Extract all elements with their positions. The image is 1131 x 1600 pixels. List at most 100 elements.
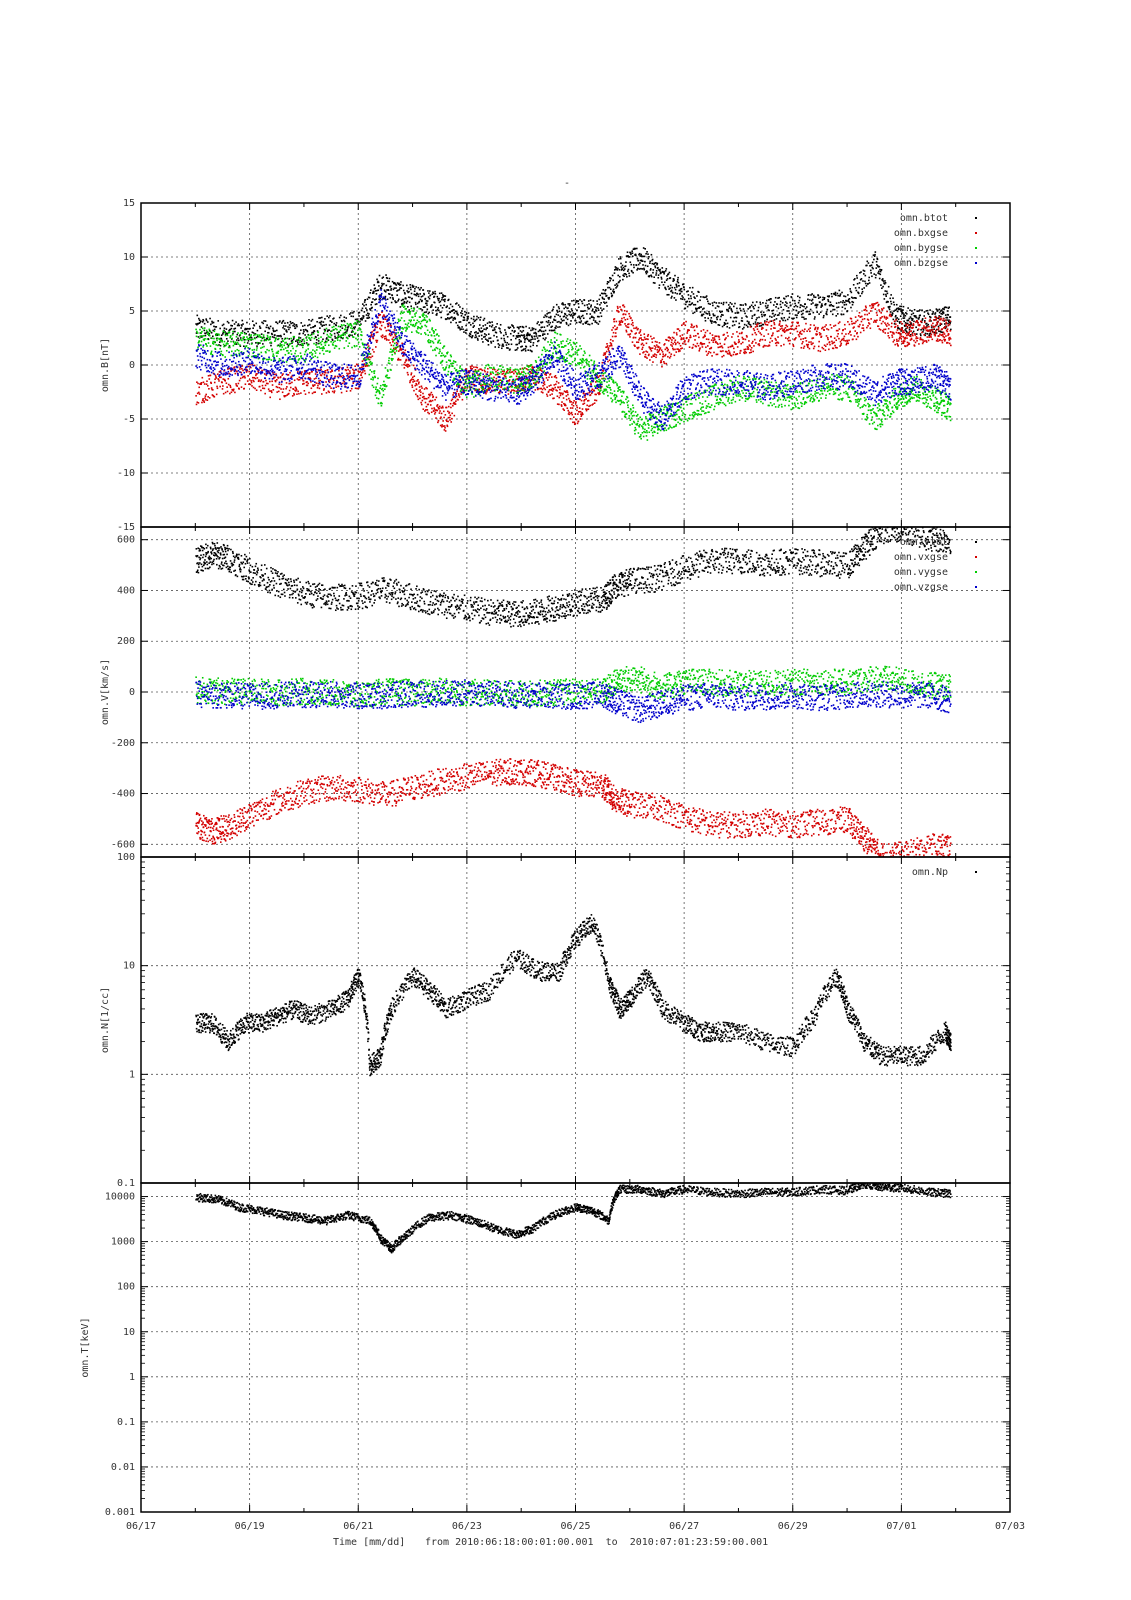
data-point [364,320,367,322]
data-point [249,383,252,386]
data-point [398,288,401,291]
data-point [549,321,552,324]
data-point [855,338,858,341]
data-point [559,386,561,388]
data-point [570,401,573,403]
data-point [317,384,319,387]
data-point [282,326,284,329]
data-point [549,373,552,375]
data-point [326,340,328,343]
data-point [468,334,471,337]
data-point [459,328,462,331]
data-point [687,340,690,343]
data-point [495,336,498,338]
data-point [658,269,660,271]
data-point [792,344,794,346]
data-point [464,329,467,332]
data-point [439,304,442,307]
data-point [404,361,406,364]
data-point [329,371,332,373]
data-point [691,302,694,304]
data-point [733,347,735,350]
data-point [767,345,769,347]
data-point [657,345,659,348]
data-point [712,339,715,341]
data-point [654,348,656,350]
data-point [269,337,271,340]
data-point [420,295,423,298]
data-point [408,290,410,293]
data-point [334,383,337,386]
data-point [614,284,616,287]
data-point [242,375,245,378]
data-point [313,337,316,340]
data-point [604,352,607,354]
data-point [486,390,488,393]
data-point [621,264,624,267]
data-point [579,418,582,420]
data-point [322,389,325,391]
data-point [606,346,609,348]
data-point [564,313,567,316]
data-point [790,328,793,331]
data-point [733,324,736,326]
data-point [533,332,535,334]
data-point [932,322,934,325]
data-point [239,333,242,336]
data-point [821,303,823,305]
data-point [690,303,693,305]
data-point [487,339,489,342]
data-point [453,402,456,404]
data-point [224,334,227,337]
data-point [649,260,651,263]
data-point [660,349,663,351]
data-point [694,307,697,310]
data-point [829,304,831,307]
data-point [433,410,435,412]
data-point [314,384,316,386]
data-point [886,317,889,319]
data-point [738,340,741,343]
data-point [739,309,742,312]
data-point [630,323,633,326]
data-point [307,343,310,346]
data-point [713,321,715,323]
data-point [684,340,686,342]
data-point [699,342,702,345]
data-point [489,337,492,339]
data-point [325,381,327,383]
data-point [374,324,376,326]
data-point [342,375,344,377]
data-point [539,369,542,371]
data-point [732,320,735,323]
data-point [516,347,519,349]
data-point [255,342,257,344]
data-point [274,376,276,379]
data-point [289,386,292,389]
data-point [907,319,910,322]
data-point [270,359,273,361]
data-point [635,327,637,330]
data-point [443,300,446,303]
data-point [391,280,394,283]
data-point [425,386,427,389]
data-point [627,268,630,271]
data-point [679,288,682,290]
data-point [218,341,221,344]
data-point [711,302,714,304]
data-point [444,414,447,416]
data-point [426,300,429,302]
data-point [418,390,421,392]
data-point [854,278,856,280]
data-point [386,289,388,291]
data-point [293,323,296,325]
data-point [371,331,373,333]
data-point [517,332,520,335]
data-point [834,292,836,295]
data-point [786,302,788,305]
data-point [354,326,356,328]
data-point [523,337,525,339]
data-point [582,392,585,395]
data-point [390,344,393,347]
data-point [225,382,228,385]
